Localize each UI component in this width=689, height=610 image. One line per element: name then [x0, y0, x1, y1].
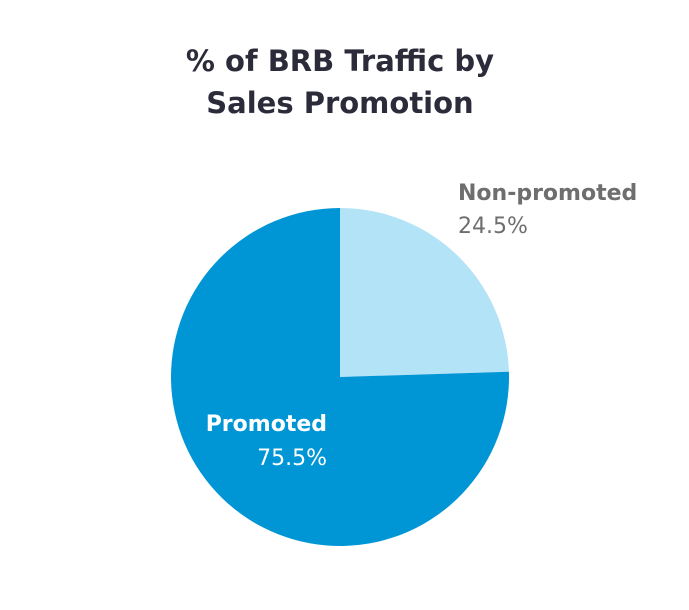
- chart-title: % of BRB Traffic by Sales Promotion: [186, 44, 494, 120]
- slice-label-non-promoted: Non-promoted 24.5%: [458, 181, 637, 239]
- slice-value-non-promoted: 24.5%: [458, 214, 528, 239]
- pie-slice-promoted: [171, 208, 510, 546]
- slice-name-non-promoted: Non-promoted: [458, 181, 637, 206]
- chart-title-line-1: % of BRB Traffic by: [186, 44, 494, 78]
- slice-value-promoted: 75.5%: [257, 446, 327, 471]
- chart-title-line-2: Sales Promotion: [206, 86, 473, 120]
- pie-slice-non-promoted: [340, 207, 509, 377]
- slice-label-promoted: Promoted 75.5%: [206, 412, 327, 471]
- slice-name-promoted: Promoted: [206, 412, 327, 437]
- pie-slices: [171, 207, 510, 546]
